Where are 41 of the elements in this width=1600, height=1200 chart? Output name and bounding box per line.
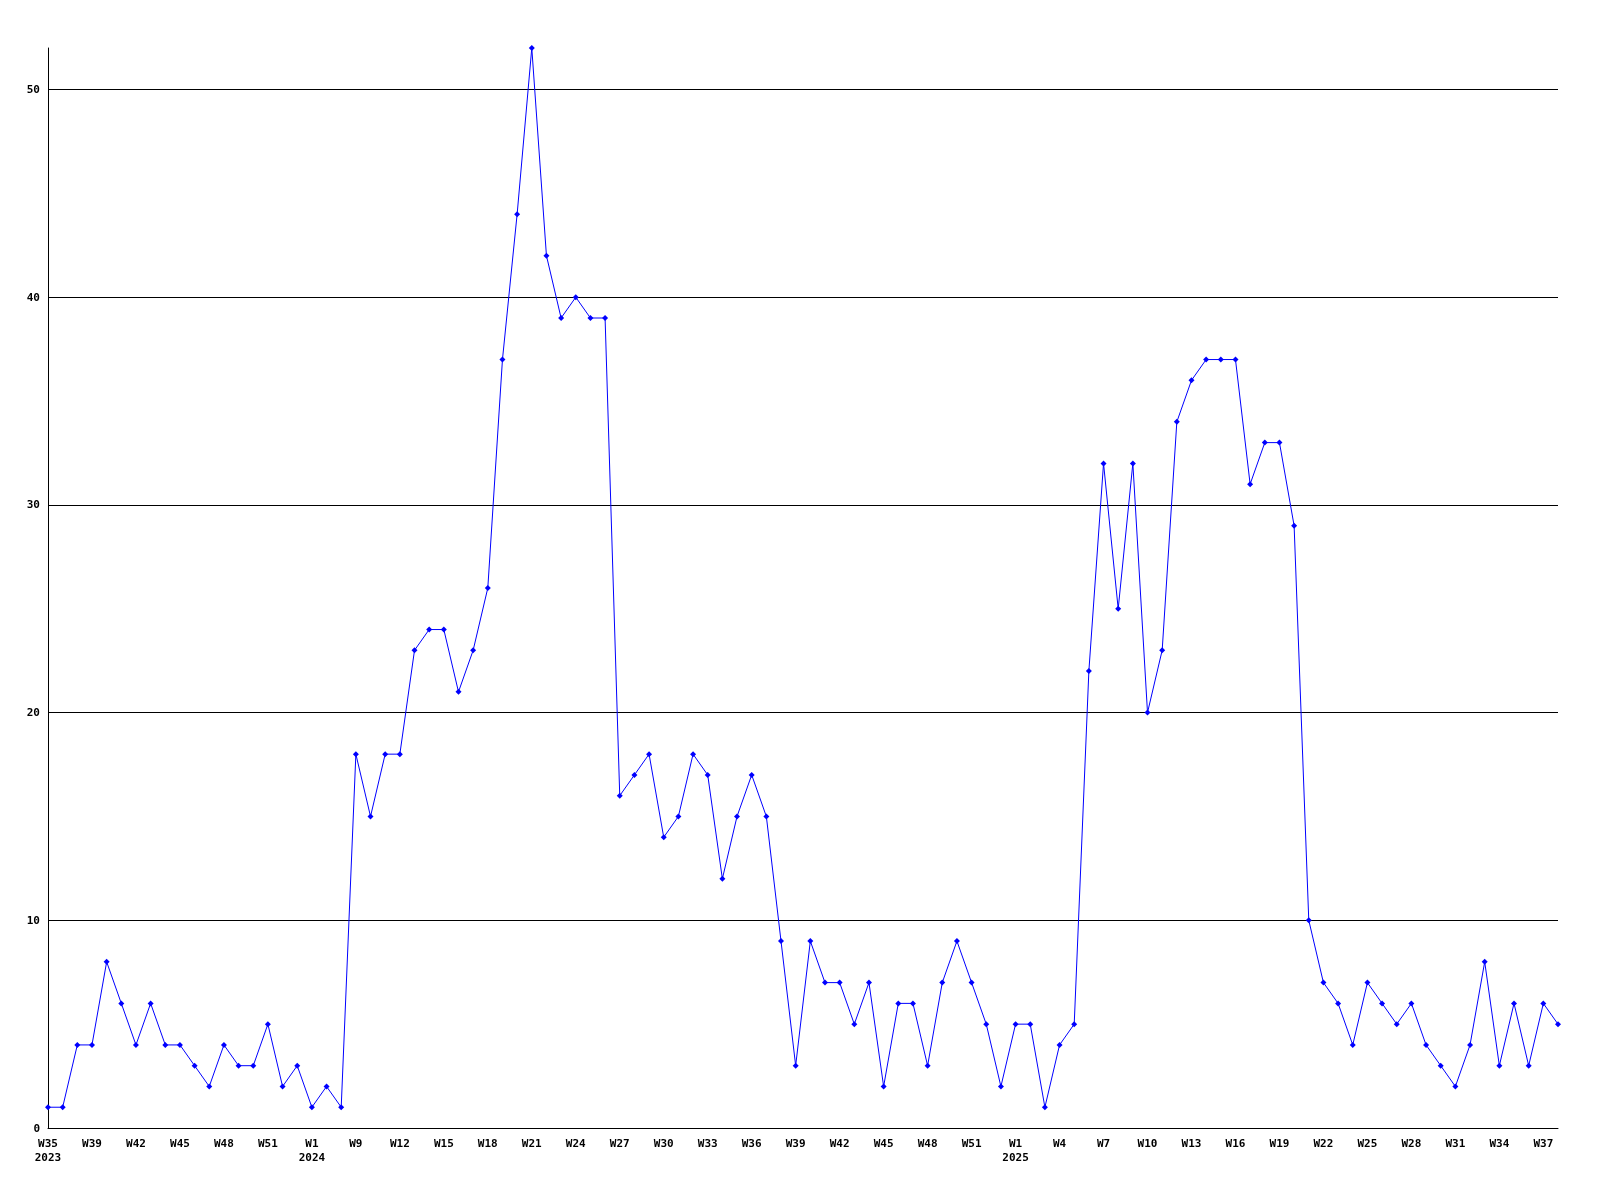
x-tick-label: W36 [741,1136,762,1150]
x-tick-label: W12 [389,1136,410,1150]
y-tick-label: 40 [26,290,40,304]
x-tick-label: W34 [1489,1136,1510,1150]
y-tick-label: 10 [26,913,40,927]
x-tick-label: W28 [1401,1136,1422,1150]
x-tick-label: W48 [917,1136,938,1150]
x-tick-label: W22 [1313,1136,1334,1150]
x-tick-label: W1 2024 [298,1136,326,1164]
x-tick-label: W45 [170,1136,190,1150]
x-tick-label: W25 [1357,1136,1378,1150]
x-tick-label: W39 [785,1136,806,1150]
x-tick-label: W51 [961,1136,982,1150]
x-tick-label: W16 [1225,1136,1246,1150]
x-tick-label: W39 [82,1136,102,1150]
y-tick-label: 0 [33,1121,40,1135]
x-tick-label: W27 [609,1136,630,1150]
x-tick-label: W15 [433,1136,454,1150]
x-tick-label: W9 [349,1136,363,1150]
x-tick-label: W13 [1181,1136,1202,1150]
x-tick-label: W21 [521,1136,543,1150]
x-tick-label: W37 [1533,1136,1554,1150]
y-tick-label: 30 [26,498,40,512]
x-tick-label: W33 [697,1136,718,1150]
x-tick-label: W35 2023 [34,1136,62,1164]
x-tick-label: W45 [873,1136,894,1150]
x-tick-label: W10 [1137,1136,1158,1150]
x-tick-label: W48 [213,1136,234,1150]
x-tick-label: W19 [1269,1136,1290,1150]
x-tick-label: W7 [1096,1136,1111,1150]
x-tick-label: W30 [653,1136,674,1150]
x-tick-label: W42 [829,1136,850,1150]
y-tick-label: 20 [26,706,40,720]
x-tick-label: W51 [257,1136,279,1150]
x-tick-label: W24 [565,1136,587,1150]
x-tick-label: W42 [126,1136,146,1150]
x-tick-label: W1 2025 [1002,1136,1029,1164]
x-tick-label: W4 [1052,1136,1067,1150]
y-tick-label: 50 [26,83,40,97]
x-tick-label: W31 [1445,1136,1466,1150]
x-tick-label: W18 [477,1136,498,1150]
